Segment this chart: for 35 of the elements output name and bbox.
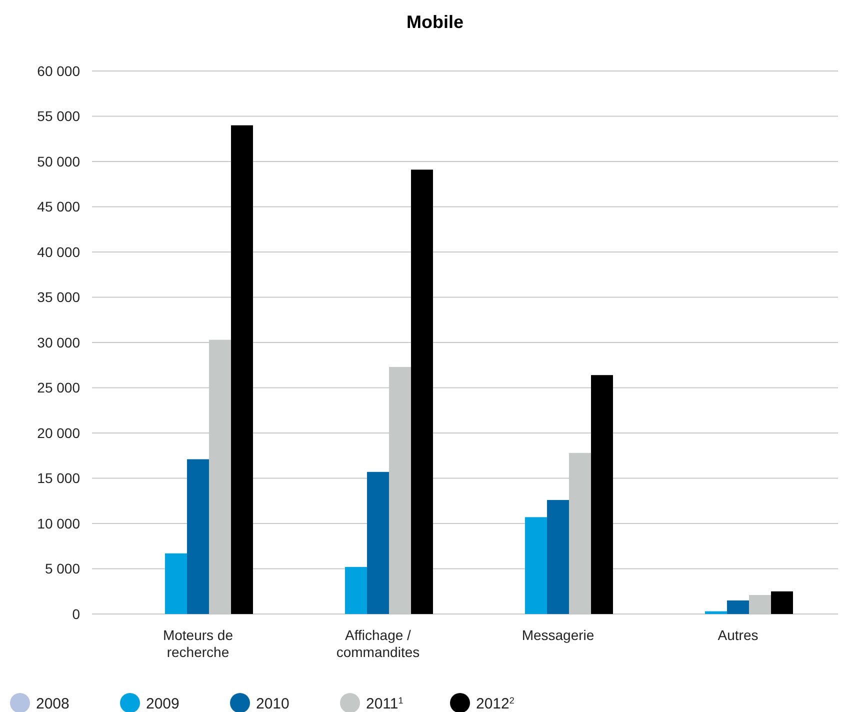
y-tick-label: 55 000 (37, 108, 80, 124)
legend-label: 2009 (146, 695, 180, 712)
bar (591, 375, 613, 614)
y-tick-label: 20 000 (37, 424, 80, 441)
legend-label: 2010 (256, 695, 290, 712)
bar (771, 591, 793, 614)
bar (705, 611, 727, 614)
y-tick-label: 40 000 (37, 244, 80, 260)
y-tick-label: 25 000 (37, 380, 80, 396)
legend-label: 2011$^{1}$ (366, 695, 404, 712)
legend-label: 2008 (36, 695, 70, 712)
x-tick-label: Moteurs de recherche (162, 627, 234, 660)
bar (525, 517, 547, 614)
bar (727, 600, 749, 614)
bar (367, 472, 389, 614)
y-tick-label: 35 000 (37, 289, 80, 306)
y-tick-label: 0 (72, 606, 80, 622)
bar (547, 500, 569, 614)
bar (187, 459, 209, 614)
y-tick-label: 10 000 (37, 515, 80, 532)
bar (345, 566, 367, 614)
x-tick-label: Affichage / commandites (336, 627, 420, 660)
y-tick-label: 50 000 (37, 153, 80, 170)
bar (165, 553, 187, 614)
y-tick-label: 45 000 (37, 198, 80, 215)
y-tick-label: 15 000 (37, 470, 80, 486)
legend-label: 2012$^{2}$ (476, 695, 514, 712)
bar (411, 170, 433, 614)
y-tick-label: 30 000 (37, 334, 80, 350)
chart-title: Mobile (406, 12, 464, 32)
y-tick-label: 5 000 (44, 560, 80, 577)
x-tick-label: Messagerie (522, 627, 594, 643)
y-tick-label: 60 000 (37, 62, 80, 79)
x-tick-label: Autres (718, 627, 758, 643)
bar (231, 125, 253, 614)
